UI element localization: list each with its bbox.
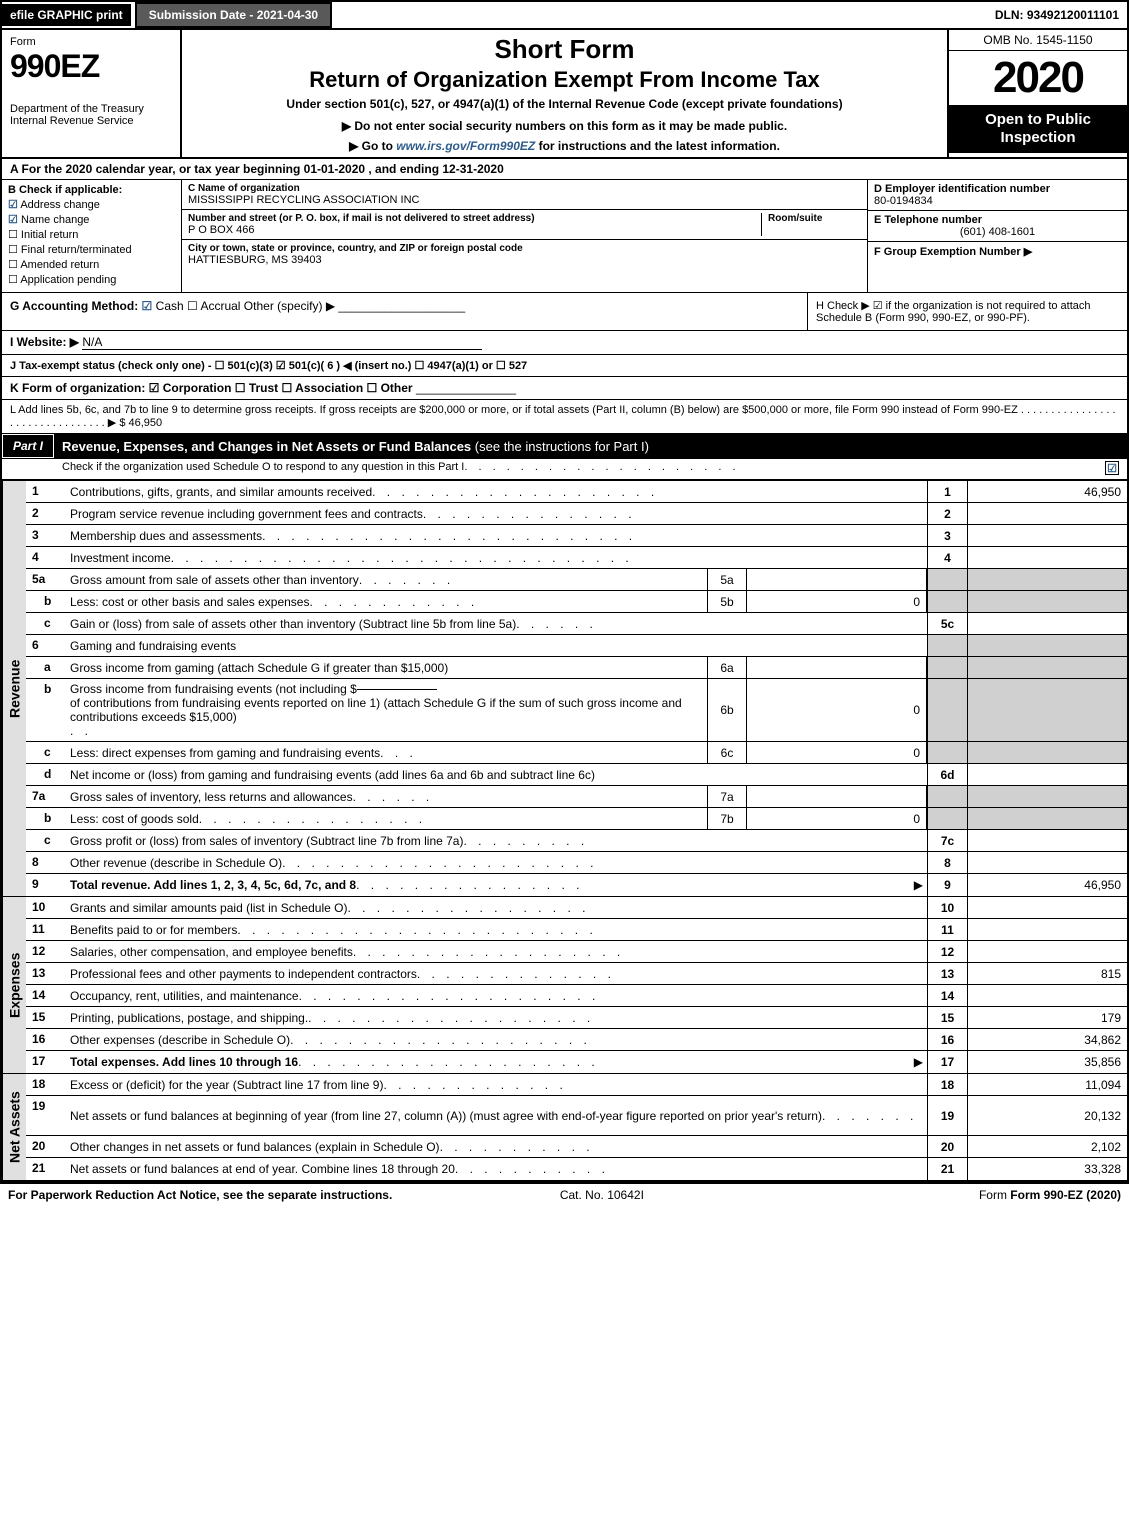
box-d: D Employer identification number 80-0194… <box>867 180 1127 292</box>
line-7b-val: 0 <box>747 808 927 829</box>
form-number: 990EZ <box>10 48 172 85</box>
row-a-period: A For the 2020 calendar year, or tax yea… <box>2 159 1127 180</box>
part1-checkbox[interactable]: ☑ <box>1105 461 1119 475</box>
goto-pre: ▶ Go to <box>349 139 396 153</box>
cat-no: Cat. No. 10642I <box>560 1188 644 1202</box>
tel-row: E Telephone number (601) 408-1601 <box>868 211 1127 242</box>
revenue-label: Revenue <box>2 481 26 896</box>
goto-post: for instructions and the latest informat… <box>535 139 780 153</box>
k-row: K Form of organization: ☑ Corporation ☐ … <box>2 377 1127 400</box>
form-footer: Form Form 990-EZ (2020) <box>979 1188 1121 1202</box>
form-container: efile GRAPHIC print Submission Date - 20… <box>0 0 1129 1184</box>
line-13-val: 815 <box>967 963 1127 984</box>
line-5b-val: 0 <box>747 591 927 612</box>
net-assets-section: Net Assets 18Excess or (deficit) for the… <box>2 1074 1127 1182</box>
return-title: Return of Organization Exempt From Incom… <box>190 67 939 93</box>
street-lbl: Number and street (or P. O. box, if mail… <box>188 213 761 224</box>
line-6c-val: 0 <box>747 742 927 763</box>
street-val: P O BOX 466 <box>188 224 761 236</box>
street-row: Number and street (or P. O. box, if mail… <box>182 210 867 240</box>
line-19-val: 20,132 <box>967 1096 1127 1135</box>
info-block: B Check if applicable: ☑ Address change … <box>2 180 1127 293</box>
paperwork-notice: For Paperwork Reduction Act Notice, see … <box>8 1188 392 1202</box>
efile-label: efile GRAPHIC print <box>2 4 131 26</box>
topbar: efile GRAPHIC print Submission Date - 20… <box>2 2 1127 30</box>
line-20-val: 2,102 <box>967 1136 1127 1157</box>
part1-header: Part I Revenue, Expenses, and Changes in… <box>2 434 1127 459</box>
under-section: Under section 501(c), 527, or 4947(a)(1)… <box>190 97 939 111</box>
city-row: City or town, state or province, country… <box>182 240 867 269</box>
tax-status-row: J Tax-exempt status (check only one) - ☐… <box>2 355 1127 377</box>
header: Form 990EZ Department of the Treasury In… <box>2 30 1127 159</box>
org-name: MISSISSIPPI RECYCLING ASSOCIATION INC <box>188 194 861 206</box>
box-b: B Check if applicable: ☑ Address change … <box>2 180 182 292</box>
irs-link[interactable]: www.irs.gov/Form990EZ <box>396 139 535 153</box>
expenses-section: Expenses 10Grants and similar amounts pa… <box>2 897 1127 1074</box>
no-ssn-notice: ▶ Do not enter social security numbers o… <box>190 119 939 133</box>
app-pending[interactable]: ☐ Application pending <box>8 273 175 286</box>
website-row: I Website: ▶ N/A <box>2 331 1127 355</box>
irs-label: Internal Revenue Service <box>10 115 172 127</box>
header-right: OMB No. 1545-1150 2020 Open to Public In… <box>947 30 1127 157</box>
room-suite: Room/suite <box>761 213 861 236</box>
tel-val: (601) 408-1601 <box>874 226 1121 238</box>
ein-val: 80-0194834 <box>874 195 1121 207</box>
addr-change[interactable]: ☑ Address change <box>8 198 175 211</box>
part1-title: Revenue, Expenses, and Changes in Net As… <box>54 435 657 458</box>
header-center: Short Form Return of Organization Exempt… <box>182 30 947 157</box>
name-lbl: C Name of organization <box>188 183 861 194</box>
city-lbl: City or town, state or province, country… <box>188 243 861 254</box>
dln: DLN: 93492120011101 <box>987 4 1127 26</box>
amended-return[interactable]: ☐ Amended return <box>8 258 175 271</box>
line-1-val: 46,950 <box>967 481 1127 502</box>
submission-date: Submission Date - 2021-04-30 <box>135 2 332 28</box>
name-change[interactable]: ☑ Name change <box>8 213 175 226</box>
short-form-title: Short Form <box>190 34 939 65</box>
group-row: F Group Exemption Number ▶ <box>868 242 1127 292</box>
l-row: L Add lines 5b, 6c, and 7b to line 9 to … <box>2 400 1127 434</box>
website-val: N/A <box>82 335 482 350</box>
org-name-row: C Name of organization MISSISSIPPI RECYC… <box>182 180 867 210</box>
header-left: Form 990EZ Department of the Treasury In… <box>2 30 182 157</box>
line-21-val: 33,328 <box>967 1158 1127 1180</box>
box-h: H Check ▶ ☑ if the organization is not r… <box>807 293 1127 330</box>
box-c: C Name of organization MISSISSIPPI RECYC… <box>182 180 867 292</box>
ein-row: D Employer identification number 80-0194… <box>868 180 1127 211</box>
line-16-val: 34,862 <box>967 1029 1127 1050</box>
omb-number: OMB No. 1545-1150 <box>949 30 1127 51</box>
footer: For Paperwork Reduction Act Notice, see … <box>0 1184 1129 1206</box>
revenue-section: Revenue 1Contributions, gifts, grants, a… <box>2 481 1127 897</box>
city-val: HATTIESBURG, MS 39403 <box>188 254 861 266</box>
part1-check: Check if the organization used Schedule … <box>2 459 1127 481</box>
accounting-left: G Accounting Method: ☑ Cash ☐ Accrual Ot… <box>2 293 807 330</box>
part1-badge: Part I <box>2 434 54 458</box>
line-17-val: 35,856 <box>967 1051 1127 1073</box>
line-6b-val: 0 <box>747 679 927 741</box>
tax-year: 2020 <box>949 51 1127 105</box>
final-return[interactable]: ☐ Final return/terminated <box>8 243 175 256</box>
line-15-val: 179 <box>967 1007 1127 1028</box>
initial-return[interactable]: ☐ Initial return <box>8 228 175 241</box>
dept-treasury: Department of the Treasury <box>10 103 172 115</box>
expenses-label: Expenses <box>2 897 26 1073</box>
line-9-val: 46,950 <box>967 874 1127 896</box>
net-assets-label: Net Assets <box>2 1074 26 1180</box>
goto-notice: ▶ Go to www.irs.gov/Form990EZ for instru… <box>190 139 939 153</box>
box-b-title: B Check if applicable: <box>8 184 175 196</box>
open-public: Open to Public Inspection <box>949 105 1127 153</box>
line-18-val: 11,094 <box>967 1074 1127 1095</box>
accounting-row: G Accounting Method: ☑ Cash ☐ Accrual Ot… <box>2 293 1127 331</box>
form-label: Form <box>10 36 172 48</box>
